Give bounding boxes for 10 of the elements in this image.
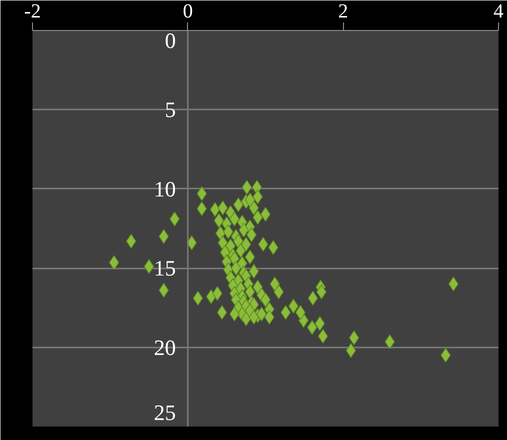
x-tick-label: 2 <box>338 0 348 22</box>
y-tick-label: 5 <box>164 97 176 122</box>
y-tick-label: 0 <box>164 28 176 53</box>
x-tick-label: 4 <box>494 0 504 22</box>
x-tick-label: 0 <box>182 0 193 22</box>
x-tick-label: -2 <box>24 0 41 22</box>
y-tick-label: 20 <box>154 334 176 360</box>
y-tick-label: 10 <box>154 176 176 202</box>
y-tick-label: 25 <box>154 400 176 425</box>
y-tick-label: 15 <box>154 256 176 281</box>
